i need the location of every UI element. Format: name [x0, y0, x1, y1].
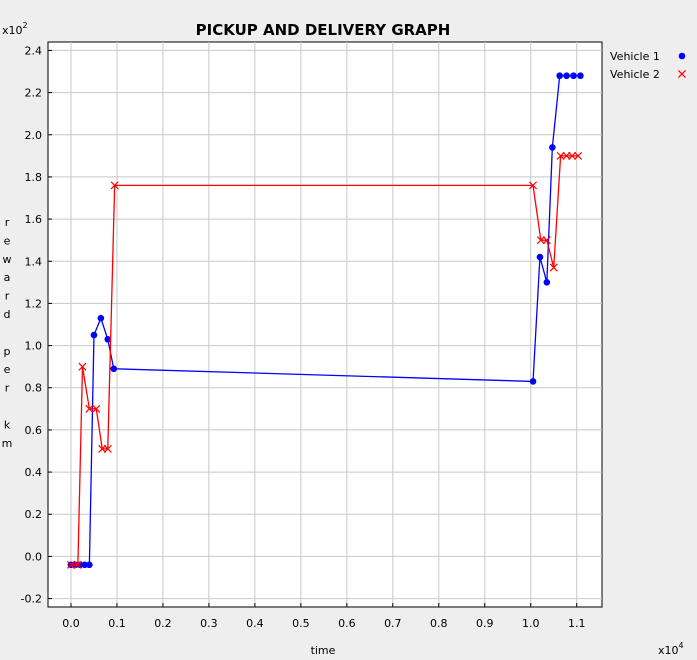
legend-item: Vehicle 1 [610, 50, 686, 63]
y-axis-label-char: p [4, 345, 11, 358]
y-axis-label-char: a [4, 271, 11, 284]
x-tick-label: 0.1 [108, 617, 126, 630]
y-axis-label-char: r [5, 382, 10, 395]
y-tick-label: 1.4 [25, 255, 43, 268]
y-tick-label: 1.2 [25, 297, 43, 310]
y-tick-label: 1.6 [25, 213, 43, 226]
data-point [577, 72, 584, 80]
legend-item: Vehicle 2 [610, 68, 687, 81]
y-axis-label-char: r [5, 216, 10, 229]
y-tick-label: 1.8 [25, 171, 43, 184]
y-axis-label-char: w [3, 253, 12, 266]
y-tick-label: 0.4 [25, 466, 43, 479]
x-tick-label: 0.0 [62, 617, 80, 630]
data-point [81, 561, 89, 569]
y-tick-label: 0.2 [25, 508, 43, 521]
data-point [568, 151, 577, 160]
grid [48, 42, 602, 607]
data-point [78, 362, 87, 371]
plot-area [47, 41, 603, 608]
y-tick-label: 1.0 [25, 340, 43, 353]
y-tick-label: 0.0 [25, 550, 43, 563]
data-point [536, 236, 545, 245]
x-tick-label: 0.3 [200, 617, 218, 630]
legend-marker [677, 69, 687, 79]
y-axis-label-char: e [4, 363, 11, 376]
x-tick-label: 0.6 [338, 617, 356, 630]
data-point [110, 365, 118, 373]
chart-title: PICKUP AND DELIVERY GRAPH [196, 21, 451, 39]
x-tick-label: 1.0 [522, 617, 540, 630]
y-axis-label-char: d [4, 308, 11, 321]
y-axis-label-char: e [4, 234, 11, 247]
series-group [66, 72, 584, 569]
data-point [86, 561, 93, 569]
data-point [556, 72, 564, 80]
data-point [549, 263, 558, 272]
data-point [529, 378, 537, 385]
data-point [570, 72, 577, 80]
legend-label: Vehicle 1 [610, 50, 660, 63]
x-multiplier: x104 [658, 641, 684, 657]
series-line [70, 155, 579, 566]
data-point [556, 151, 565, 160]
ticks: 0.0 0.1 0.2 0.3 0.4 0.5 0.6 0.7 0.8 0.9 1.0 1.1 -0.2… [21, 44, 586, 630]
x-tick-label: 0.5 [292, 617, 310, 630]
data-point [563, 72, 570, 80]
data-point [73, 560, 82, 569]
data-point [66, 560, 76, 569]
data-point [536, 253, 544, 261]
x-tick-label: 0.8 [430, 617, 448, 630]
data-point [103, 444, 112, 453]
x-tick-label: 1.1 [568, 617, 586, 630]
series-2 [66, 151, 583, 569]
y-tick-label: 2.4 [25, 44, 43, 57]
y-tick-label: 2.2 [25, 87, 43, 100]
legend: Vehicle 1 Vehicle 2 [610, 50, 687, 81]
data-point [92, 404, 101, 413]
data-point [549, 144, 556, 151]
data-point [543, 279, 551, 286]
legend-marker [678, 52, 686, 60]
data-point [110, 181, 119, 190]
y-tick-label: 0.6 [25, 424, 43, 437]
data-point [90, 331, 98, 339]
x-tick-label: 0.9 [476, 617, 494, 630]
data-point [529, 181, 538, 190]
data-point [542, 236, 551, 245]
y-tick-label: 2.0 [25, 129, 43, 142]
data-point [574, 151, 583, 160]
data-point [104, 335, 112, 343]
data-point [85, 404, 94, 413]
x-tick-label: 0.4 [246, 617, 264, 630]
y-tick-label: -0.2 [21, 593, 42, 606]
y-axis-label-char: k [4, 418, 11, 431]
y-axis-label-char: m [2, 437, 13, 450]
legend-label: Vehicle 2 [610, 68, 660, 81]
y-tick-label: 0.8 [25, 382, 43, 395]
x-tick-label: 0.7 [384, 617, 402, 630]
y-multiplier: x102 [2, 21, 28, 37]
x-tick-label: 0.2 [154, 617, 172, 630]
y-axis-label-char: r [5, 290, 10, 303]
data-point [97, 314, 105, 322]
x-axis-label: time [311, 644, 336, 657]
